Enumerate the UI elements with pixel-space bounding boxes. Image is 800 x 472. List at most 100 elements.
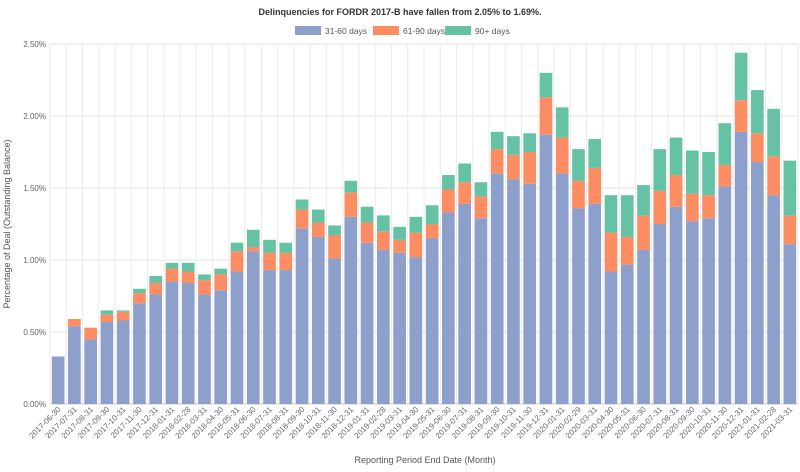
bar-61-90-days bbox=[311, 222, 325, 237]
bar-61-90-days bbox=[181, 271, 195, 284]
bar-90-days bbox=[263, 239, 276, 253]
bar-61-90-days bbox=[685, 193, 699, 222]
y-tick-label: 0.00% bbox=[23, 400, 46, 409]
bar-31-60-days bbox=[116, 320, 130, 404]
bar-31-60-days bbox=[653, 224, 667, 404]
bar-61-90-days bbox=[637, 215, 650, 250]
bar-31-60-days bbox=[263, 270, 276, 404]
bar-61-90-days bbox=[360, 222, 374, 243]
bar-90-days bbox=[653, 149, 667, 191]
x-axis-label: Reporting Period End Date (Month) bbox=[354, 455, 495, 465]
bar-31-60-days bbox=[84, 339, 97, 404]
bar-90-days bbox=[685, 150, 699, 194]
bar-31-60-days bbox=[214, 290, 228, 404]
bar-31-60-days bbox=[669, 206, 683, 404]
bar-31-60-days bbox=[507, 179, 520, 404]
y-tick-label: 0.50% bbox=[23, 328, 46, 337]
bar-61-90-days bbox=[133, 293, 146, 304]
bar-90-days bbox=[311, 209, 325, 223]
bar-90-days bbox=[149, 275, 163, 284]
bar-61-90-days bbox=[588, 167, 602, 204]
bar-61-90-days bbox=[783, 215, 797, 245]
bar-31-60-days bbox=[149, 294, 163, 404]
bar-31-60-days bbox=[588, 203, 602, 404]
bar-61-90-days bbox=[718, 164, 732, 187]
bar-90-days bbox=[669, 137, 683, 176]
bar-61-90-days bbox=[116, 311, 130, 321]
bar-90-days bbox=[295, 199, 309, 210]
bar-90-days bbox=[572, 149, 585, 181]
bar-31-60-days bbox=[100, 321, 114, 404]
bar-90-days bbox=[133, 288, 146, 294]
bar-61-90-days bbox=[620, 236, 634, 265]
legend-swatch bbox=[373, 26, 399, 35]
bar-31-60-days bbox=[539, 134, 553, 404]
bar-31-60-days bbox=[523, 183, 537, 404]
bar-61-90-days bbox=[377, 231, 390, 250]
legend-label: 90+ days bbox=[475, 26, 510, 36]
chart-title: Delinquencies for FORDR 2017-B have fall… bbox=[258, 7, 541, 17]
legend-swatch bbox=[445, 26, 471, 35]
bar-31-60-days bbox=[458, 203, 471, 404]
bar-31-60-days bbox=[767, 195, 780, 404]
bar-31-60-days bbox=[181, 283, 195, 404]
bar-31-60-days bbox=[393, 252, 406, 404]
bar-31-60-days bbox=[409, 257, 423, 404]
bar-31-60-days bbox=[751, 162, 764, 404]
bar-31-60-days bbox=[718, 186, 732, 404]
bar-90-days bbox=[620, 195, 634, 237]
bar-90-days bbox=[344, 180, 358, 193]
bar-31-60-days bbox=[474, 218, 488, 404]
bar-61-90-days bbox=[474, 196, 488, 219]
bar-90-days bbox=[702, 152, 715, 196]
bar-90-days bbox=[214, 268, 228, 275]
y-axis-label: Percentage of Deal (Outstanding Balance) bbox=[2, 139, 12, 308]
bar-31-60-days bbox=[637, 249, 650, 404]
bar-61-90-days bbox=[425, 224, 439, 239]
bar-31-60-days bbox=[344, 216, 358, 404]
bar-61-90-days bbox=[734, 100, 748, 132]
bar-31-60-days bbox=[328, 258, 341, 404]
bar-31-60-days bbox=[295, 228, 309, 404]
bar-90-days bbox=[458, 163, 471, 183]
bar-61-90-days bbox=[263, 252, 276, 271]
bar-90-days bbox=[328, 225, 341, 236]
bar-90-days bbox=[360, 206, 374, 223]
bar-61-90-days bbox=[767, 156, 780, 196]
bar-61-90-days bbox=[246, 247, 260, 252]
bar-90-days bbox=[555, 107, 569, 138]
bar-31-60-days bbox=[620, 264, 634, 404]
bar-61-90-days bbox=[230, 251, 244, 272]
x-axis: 2017-06-302017-07-312017-08-312017-09-30… bbox=[27, 405, 794, 441]
bar-61-90-days bbox=[751, 133, 764, 163]
bar-90-days bbox=[734, 52, 748, 101]
bar-61-90-days bbox=[572, 180, 585, 209]
bar-90-days bbox=[393, 226, 406, 240]
bar-90-days bbox=[100, 310, 114, 315]
bar-90-days bbox=[165, 262, 179, 269]
bar-90-days bbox=[783, 160, 797, 216]
bar-61-90-days bbox=[604, 232, 618, 272]
bar-61-90-days bbox=[490, 149, 504, 174]
bar-61-90-days bbox=[328, 235, 341, 259]
bar-90-days bbox=[230, 242, 244, 252]
bar-90-days bbox=[637, 185, 650, 216]
bar-61-90-days bbox=[507, 154, 520, 180]
bar-61-90-days bbox=[669, 175, 683, 207]
bar-31-60-days bbox=[685, 221, 699, 404]
bar-61-90-days bbox=[555, 137, 569, 174]
bar-31-60-days bbox=[734, 131, 748, 404]
bar-31-60-days bbox=[246, 251, 260, 404]
bar-31-60-days bbox=[572, 208, 585, 404]
bar-31-60-days bbox=[360, 242, 374, 404]
bar-90-days bbox=[751, 90, 764, 134]
bar-61-90-days bbox=[84, 327, 97, 340]
bar-90-days bbox=[539, 72, 553, 98]
bar-31-60-days bbox=[604, 271, 618, 404]
bar-61-90-days bbox=[165, 268, 179, 282]
bar-31-60-days bbox=[490, 173, 504, 404]
y-tick-label: 1.50% bbox=[23, 184, 46, 193]
legend: 31-60 days 61-90 days 90+ days bbox=[295, 26, 510, 36]
